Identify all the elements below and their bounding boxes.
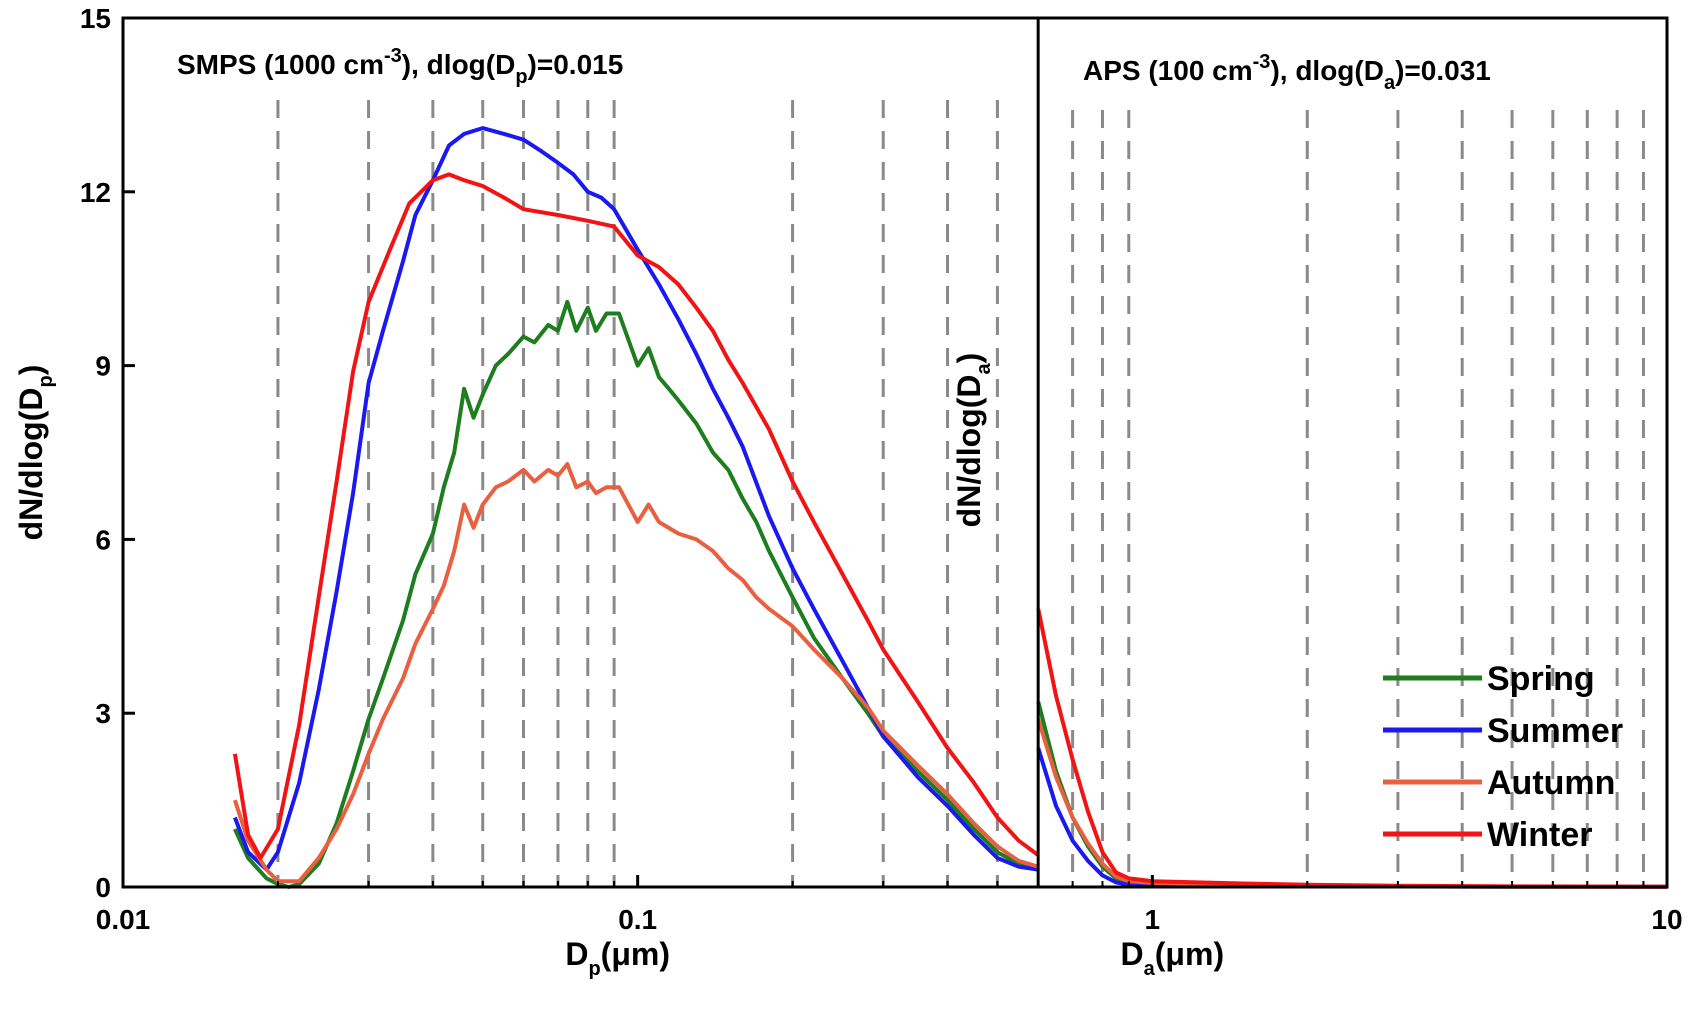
series-line-autumn-smps [232,462,1039,884]
y-tick-label: 15 [80,3,111,34]
series-line-spring-smps [233,299,1039,889]
y-tick-label: 0 [95,872,111,903]
inner-y-axis-title: dN/dlog(Da) [951,353,995,528]
x-tick-label: 1 [1145,904,1161,935]
plot-frame [121,16,1669,889]
y-tick-label: 6 [95,524,111,555]
x-axis-title-smps: Dp(μm) [565,936,670,980]
legend-label-winter: Winter [1487,816,1592,854]
y-axis-title: dN/dlog(Dp) [13,365,57,541]
smps-panel-title: SMPS (1000 cm-3), dlog(Dp)=0.015 [177,45,623,88]
legend-label-autumn: Autumn [1487,764,1615,802]
legend: Spring Summer Autumn Winter [1383,660,1623,854]
x-tick-label: 10 [1651,904,1682,935]
x-axis-title-aps: Da(μm) [1121,936,1225,980]
series-line-winter-smps [232,172,1040,860]
axis-ticks: 0 3 6 9 12 15 0.01 0.1 1 10 [80,3,1683,935]
x-tick-label: 0.1 [618,904,657,935]
aps-panel-title: APS (100 cm-3), dlog(Da)=0.031 [1083,51,1491,94]
y-tick-label: 12 [80,177,111,208]
y-tick-label: 3 [95,698,111,729]
y-tick-label: 9 [95,351,111,382]
legend-label-spring: Spring [1487,660,1595,698]
x-tick-label: 0.01 [96,904,151,935]
vertical-grid-lines [276,100,1645,887]
legend-label-summer: Summer [1487,712,1623,750]
